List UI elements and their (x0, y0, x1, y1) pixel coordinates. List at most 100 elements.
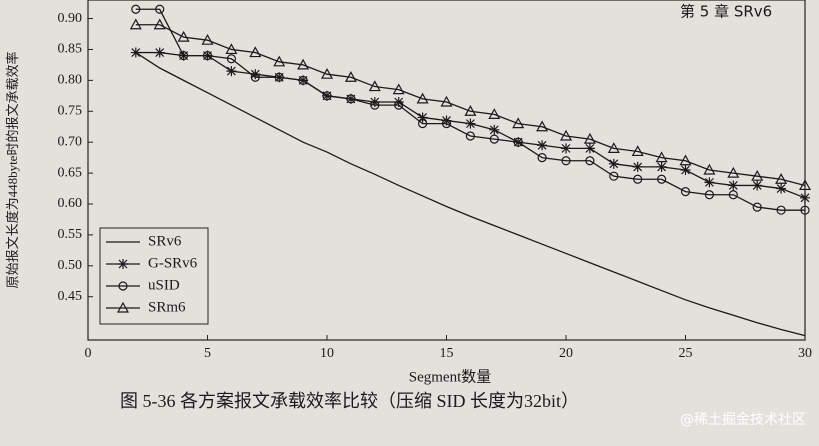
point (465, 118, 476, 129)
point (440, 95, 453, 107)
point (513, 137, 523, 147)
point (418, 119, 428, 129)
point (775, 173, 788, 184)
point (320, 67, 334, 79)
point (250, 72, 260, 82)
point (417, 112, 428, 123)
point (131, 4, 141, 14)
point (226, 66, 237, 77)
x-axis-label: Segment数量 (409, 368, 492, 385)
x-tick-label: 0 (85, 346, 92, 361)
point (297, 58, 310, 70)
point (631, 145, 644, 157)
point (394, 100, 404, 110)
y-tick-label: 0.80 (58, 73, 83, 88)
point (346, 94, 356, 104)
y-tick-label: 0.70 (58, 134, 83, 149)
point (585, 156, 595, 166)
point (370, 100, 380, 110)
point (512, 117, 525, 129)
point (679, 154, 692, 166)
legend-marker (118, 259, 128, 269)
point (130, 47, 141, 58)
point (129, 18, 142, 30)
point (798, 179, 812, 191)
point (583, 132, 596, 144)
watermark: @稀土掘金技术社区 (680, 412, 806, 428)
point (441, 115, 452, 126)
point (202, 51, 213, 61)
series-line (135, 24, 806, 187)
legend-label: G-SRv6 (148, 255, 198, 271)
point (656, 161, 667, 172)
point (177, 30, 190, 42)
point (537, 140, 548, 151)
point (322, 91, 332, 101)
point (368, 80, 381, 92)
point (609, 171, 619, 181)
point (559, 129, 573, 141)
point (727, 166, 740, 178)
y-tick-label: 0.45 (58, 289, 83, 304)
point (153, 18, 166, 30)
point (561, 156, 571, 166)
point (656, 174, 667, 184)
y-tick-label: 0.50 (58, 258, 83, 273)
point (728, 190, 738, 200)
y-tick-label: 0.75 (58, 103, 83, 118)
point (752, 202, 762, 212)
y-axis-label: 原始报文长度为448byte时的报文承载效率 (5, 52, 20, 289)
legend-label: SRm6 (148, 299, 186, 315)
point (274, 72, 284, 82)
point (703, 163, 716, 175)
legend-label: SRv6 (148, 233, 182, 249)
point (776, 205, 786, 215)
point (273, 55, 286, 67)
point (655, 151, 668, 163)
point (800, 205, 810, 215)
point (607, 142, 620, 153)
x-tick-label: 5 (204, 346, 211, 361)
y-tick-label: 0.85 (58, 42, 83, 57)
point (464, 105, 477, 116)
y-tick-label: 0.55 (58, 227, 83, 242)
point (393, 97, 404, 107)
point (489, 124, 500, 135)
y-tick-label: 0.65 (58, 165, 83, 180)
point (488, 108, 501, 119)
point (536, 120, 549, 132)
point (154, 47, 165, 58)
point (441, 119, 452, 129)
point (344, 71, 357, 82)
point (608, 158, 619, 169)
point (751, 169, 764, 181)
point (704, 190, 715, 200)
legend-marker (118, 281, 128, 291)
point (225, 43, 238, 55)
point (680, 187, 691, 197)
caption: 图 5-36 各方案报文承载效率比较（压缩 SID 长度为32bit） (120, 391, 579, 411)
series-line (135, 51, 806, 337)
x-tick-label: 30 (798, 346, 812, 361)
point (369, 97, 380, 107)
x-tick-label: 10 (320, 346, 334, 361)
point (392, 83, 405, 95)
point (489, 134, 499, 144)
y-tick-label: 0.60 (58, 196, 83, 211)
point (201, 33, 214, 45)
y-tick-label: 0.90 (58, 11, 83, 26)
x-tick-label: 25 (679, 346, 693, 361)
point (680, 165, 691, 175)
point (249, 46, 262, 58)
point (704, 177, 715, 188)
x-tick-label: 20 (559, 346, 573, 361)
point (250, 69, 261, 80)
point (752, 180, 763, 191)
point (179, 51, 189, 61)
point (537, 153, 547, 163)
point (298, 75, 308, 85)
point (584, 143, 595, 154)
point (800, 192, 810, 203)
point (155, 4, 165, 14)
